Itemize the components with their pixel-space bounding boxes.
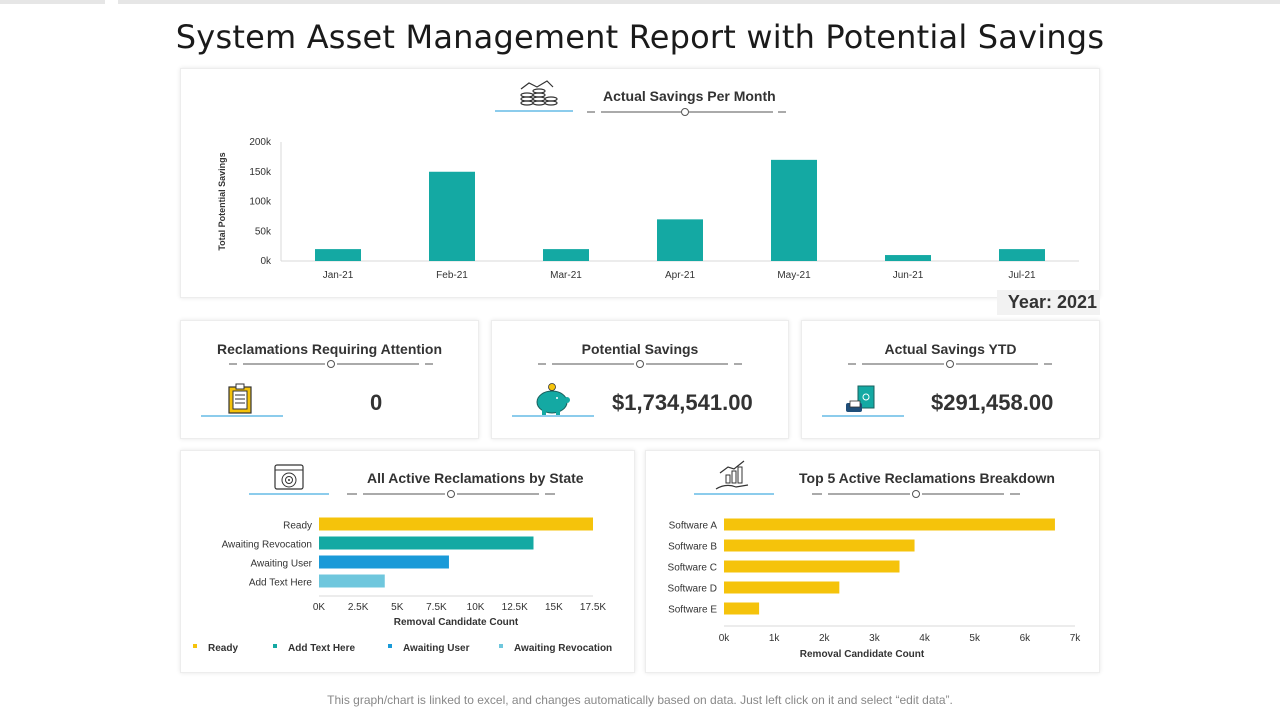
target-calendar-icon xyxy=(249,464,329,495)
bar-software-c xyxy=(724,560,900,573)
legend-swatch xyxy=(193,644,197,648)
top5-breakdown-chart: Software A Software B Software C Software D… xyxy=(668,518,1082,660)
title-divider xyxy=(812,490,1020,498)
x-tick-label: 7k xyxy=(1070,633,1082,644)
footnote: This graph/chart is linked to excel, and… xyxy=(327,693,953,707)
category-label: Software E xyxy=(668,605,717,616)
y-tick-label: 150k xyxy=(249,167,272,178)
x-tick-label: 5k xyxy=(969,633,981,644)
title-divider xyxy=(848,360,1052,368)
x-tick-label: 3k xyxy=(869,633,881,644)
bar-software-e xyxy=(724,602,760,615)
kpi-value-potential-savings: $1,734,541.00 xyxy=(612,390,753,415)
bar-jul-21 xyxy=(999,249,1045,261)
top-rule-right xyxy=(118,0,1280,4)
legend-swatch xyxy=(273,644,277,648)
title-divider xyxy=(229,360,433,368)
coins-chart-icon xyxy=(495,80,573,112)
y-tick-label: 50k xyxy=(255,226,272,237)
category-label: Software A xyxy=(669,521,718,532)
x-tick-label: 4k xyxy=(919,633,931,644)
x-tick-label: 0K xyxy=(313,602,326,613)
x-tick-label: 17.5K xyxy=(580,602,606,613)
legend-label: Add Text Here xyxy=(288,643,355,654)
category-label: Software B xyxy=(668,542,717,553)
legend-label: Ready xyxy=(208,643,238,654)
bar-ready xyxy=(319,517,593,531)
reclamations-by-state-panel: All Active Reclamations by State Ready Aw… xyxy=(180,450,635,673)
legend-swatch xyxy=(388,644,392,648)
category-label: Software D xyxy=(668,584,717,595)
category-label: Ready xyxy=(283,521,312,532)
legend-label: Awaiting Revocation xyxy=(514,643,612,654)
x-tick-label: 2k xyxy=(819,633,831,644)
x-tick-label: 2.5K xyxy=(348,602,369,613)
bar-software-b xyxy=(724,539,915,552)
bar-software-a xyxy=(724,518,1055,531)
kpi-title-potential-savings: Potential Savings xyxy=(581,341,699,357)
bar-awaiting-user xyxy=(319,555,449,569)
bar-software-d xyxy=(724,581,840,594)
legend-label: Awaiting User xyxy=(403,643,470,654)
x-tick-label: Jun-21 xyxy=(893,270,924,281)
title-divider xyxy=(347,490,555,498)
title-divider xyxy=(587,108,786,116)
x-tick-label: 5K xyxy=(391,602,404,613)
monthly-chart-title: Actual Savings Per Month xyxy=(603,88,776,104)
x-tick-label: 0k xyxy=(719,633,731,644)
monthly-savings-panel: Actual Savings Per Month Total Potential… xyxy=(180,68,1100,298)
kpi-value-actual-savings-ytd: $291,458.00 xyxy=(931,390,1054,415)
category-label: Software C xyxy=(668,563,717,574)
bar-awaiting-revocation xyxy=(319,536,534,550)
bar-jan-21 xyxy=(315,249,361,261)
piggy-bank-icon xyxy=(512,383,594,417)
category-label: Add Text Here xyxy=(249,578,313,589)
x-tick-label: 6k xyxy=(1020,633,1032,644)
cash-hand-icon xyxy=(822,385,904,417)
top-rule-left xyxy=(0,0,105,4)
kpi-card-potential-savings: Potential Savings $1,734,541.00 xyxy=(491,320,789,439)
y-tick-label: 200k xyxy=(249,137,272,148)
x-tick-label: Mar-21 xyxy=(550,270,582,281)
bar-apr-21 xyxy=(657,219,703,261)
y-tick-label: 0k xyxy=(260,256,272,267)
category-label: Awaiting User xyxy=(250,559,312,570)
x-tick-label: Jan-21 xyxy=(323,270,354,281)
x-tick-label: 1k xyxy=(769,633,781,644)
x-tick-label: 10K xyxy=(467,602,485,613)
y-tick-label: 100k xyxy=(249,197,272,208)
page-title: System Asset Management Report with Pote… xyxy=(175,18,1105,56)
x-axis-label: Removal Candidate Count xyxy=(800,649,925,660)
bar-feb-21 xyxy=(429,171,475,261)
bar-may-21 xyxy=(771,159,817,261)
x-tick-label: 12.5K xyxy=(502,602,528,613)
x-tick-label: 7.5K xyxy=(426,602,447,613)
x-tick-label: Feb-21 xyxy=(436,270,468,281)
x-tick-label: Apr-21 xyxy=(665,270,695,281)
clipboard-icon xyxy=(201,383,283,417)
bar-mar-21 xyxy=(543,249,589,261)
x-tick-label: 15K xyxy=(545,602,563,613)
kpi-value-reclamations: 0 xyxy=(370,390,383,415)
y-axis-label: Total Potential Savings xyxy=(217,152,227,250)
x-axis-label: Removal Candidate Count xyxy=(394,617,519,628)
legend-swatch xyxy=(499,644,503,648)
kpi-card-actual-savings-ytd: Actual Savings YTD $291,458.00 xyxy=(801,320,1100,439)
bar-add-text-here xyxy=(319,574,385,588)
state-chart-title: All Active Reclamations by State xyxy=(367,470,584,486)
growth-hand-icon xyxy=(694,460,774,495)
top5-breakdown-panel: Top 5 Active Reclamations Breakdown Soft… xyxy=(645,450,1100,673)
year-label: Year: 2021 xyxy=(997,290,1100,315)
kpi-title-reclamations: Reclamations Requiring Attention xyxy=(216,341,443,357)
x-tick-label: May-21 xyxy=(777,270,811,281)
category-label: Awaiting Revocation xyxy=(222,540,312,551)
reclamations-by-state-chart: Ready Awaiting Revocation Awaiting User Add… xyxy=(193,517,612,654)
kpi-title-actual-savings-ytd: Actual Savings YTD xyxy=(884,341,1017,357)
monthly-savings-chart: Total Potential Savings 0k 50k 100k 150k 200k… xyxy=(217,137,1079,281)
kpi-card-reclamations: Reclamations Requiring Attention 0 xyxy=(180,320,479,439)
top5-chart-title: Top 5 Active Reclamations Breakdown xyxy=(799,470,1055,486)
bar-jun-21 xyxy=(885,255,931,261)
title-divider xyxy=(538,360,742,368)
x-tick-label: Jul-21 xyxy=(1008,270,1036,281)
